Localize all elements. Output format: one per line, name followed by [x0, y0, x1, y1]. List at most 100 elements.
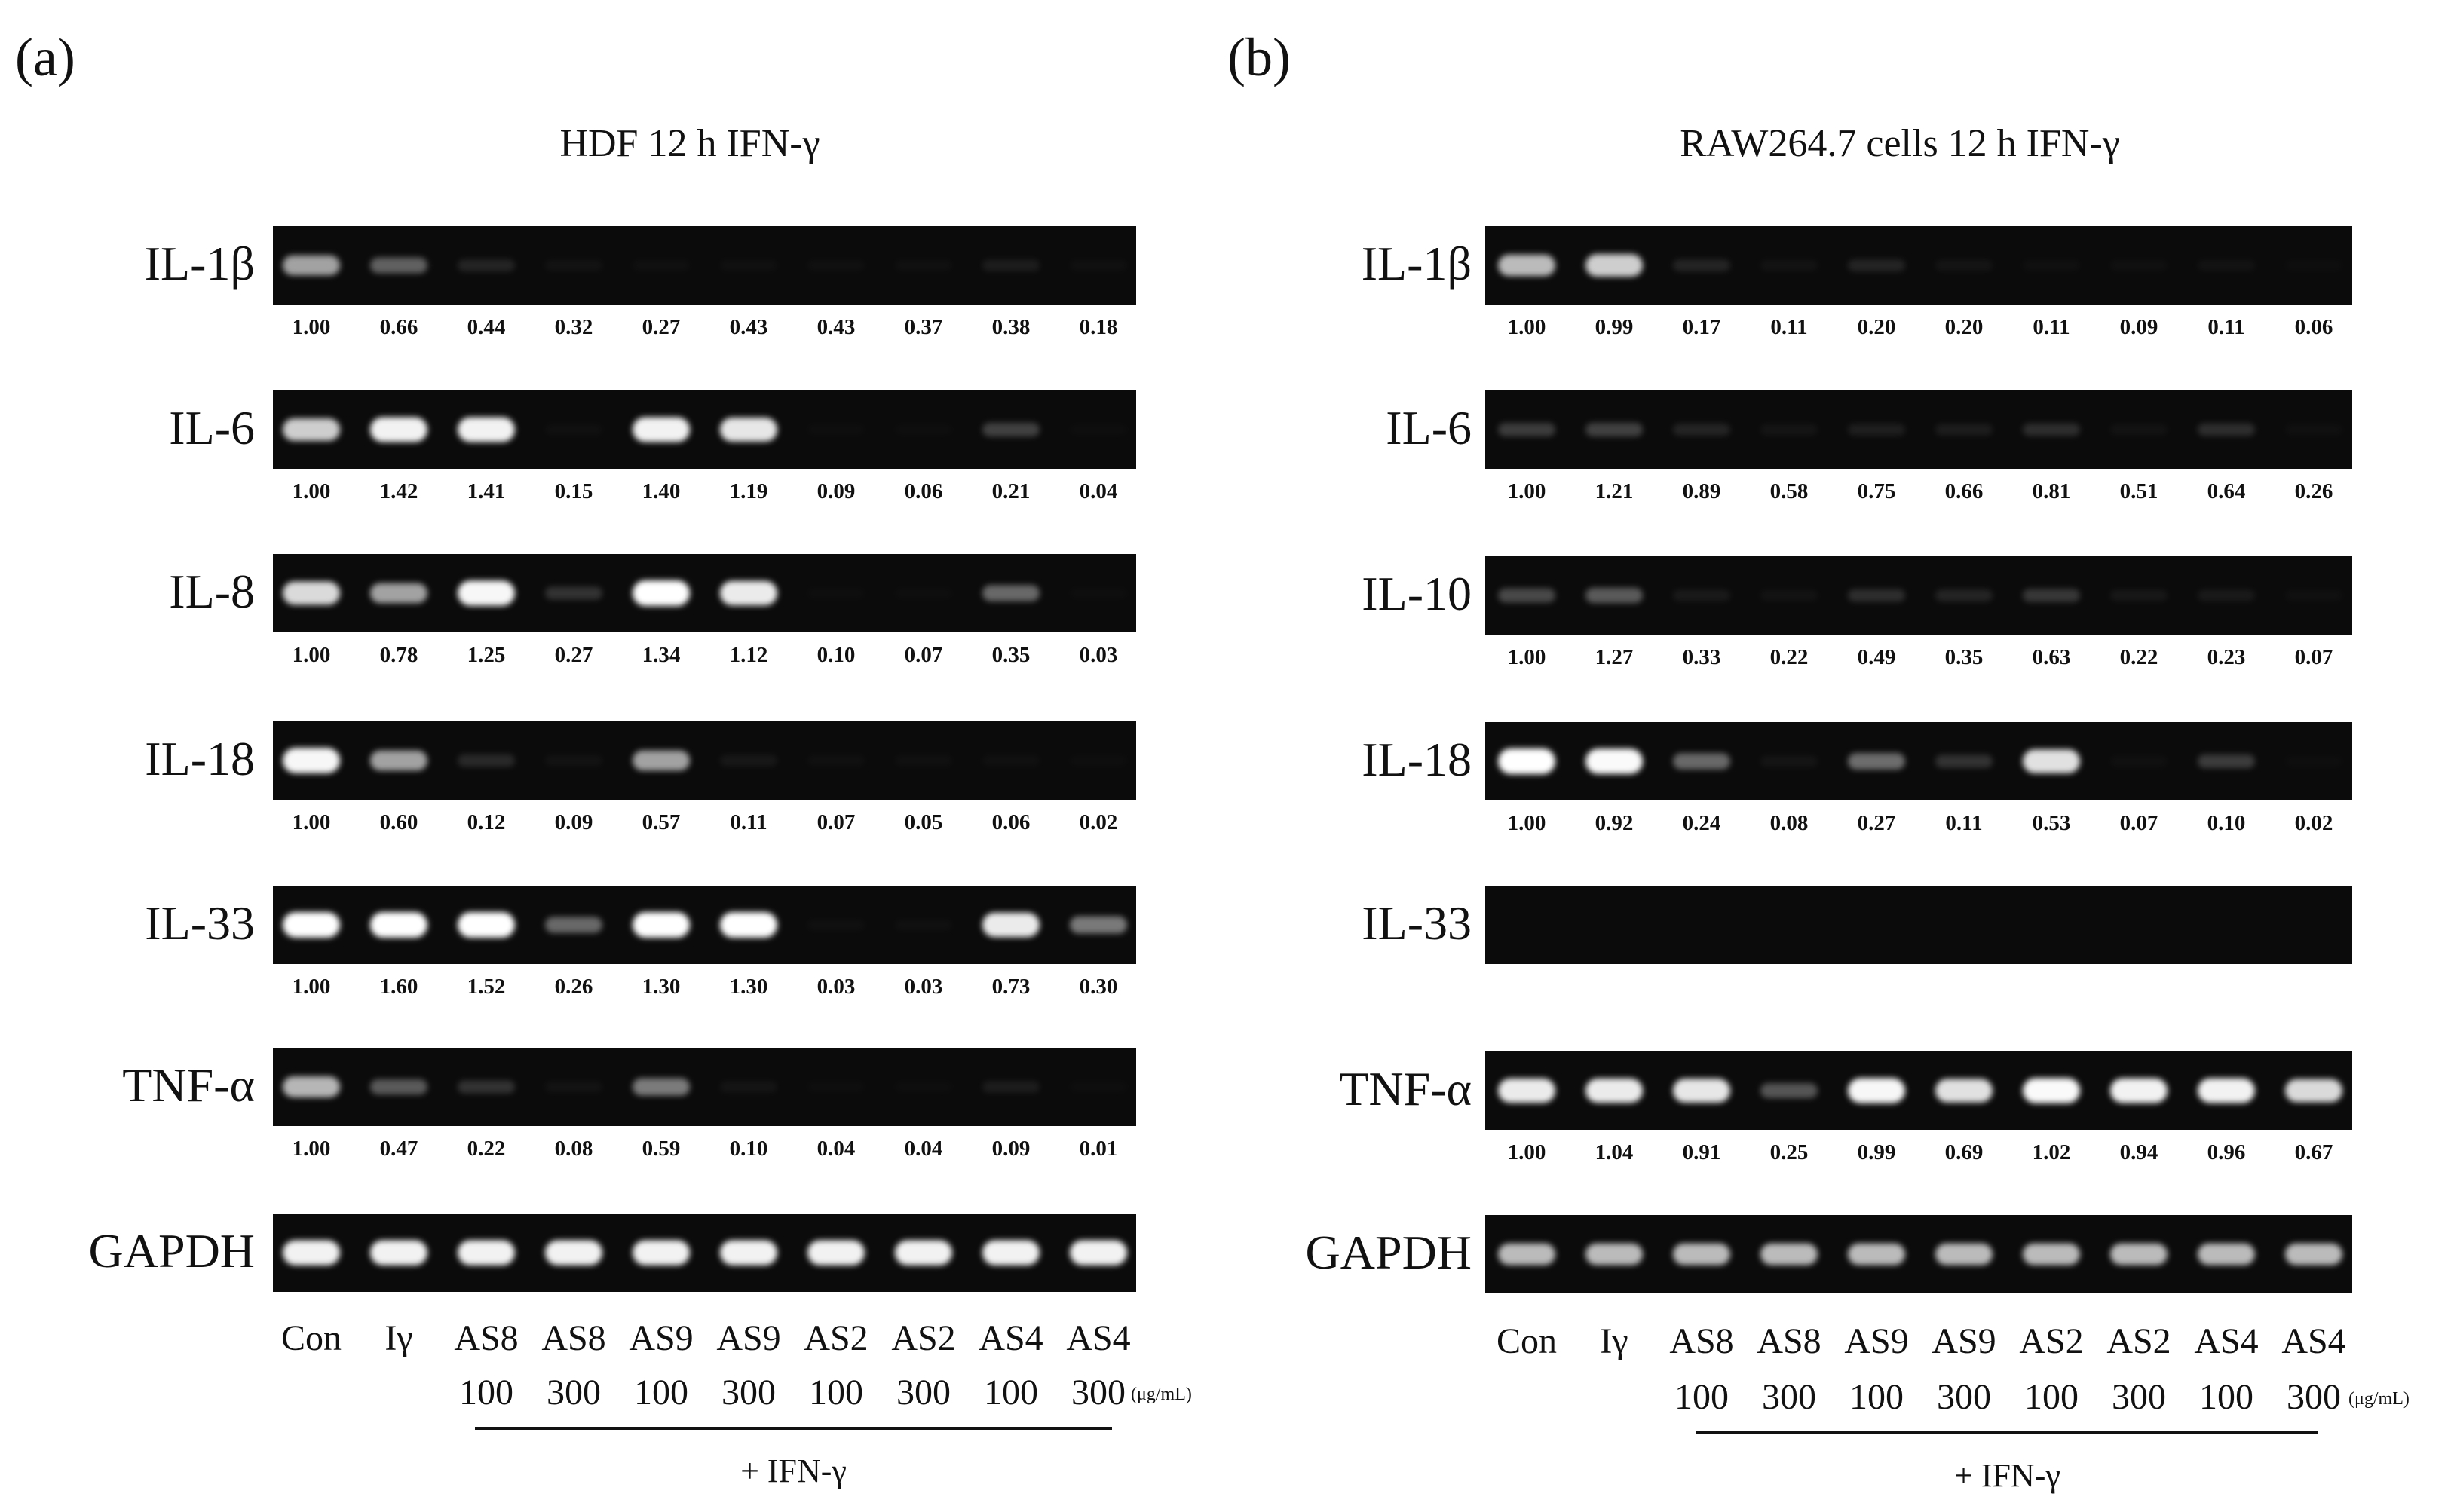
- gel-band: [720, 260, 777, 271]
- band-value: 0.30: [1079, 975, 1118, 999]
- gel-band: [1498, 1078, 1555, 1103]
- gel-band: [2023, 423, 2080, 436]
- gel-band: [982, 912, 1040, 938]
- band-value: 0.02: [2294, 811, 2333, 835]
- band-value: 1.30: [729, 975, 768, 999]
- gel-band: [458, 1240, 515, 1266]
- gel-band: [1848, 259, 1905, 271]
- gel-band: [633, 417, 690, 442]
- band-value: 0.02: [1079, 810, 1118, 834]
- gel-il10: [1485, 556, 2352, 635]
- band-value: 0.23: [2207, 645, 2246, 669]
- gel-band: [1848, 1243, 1905, 1266]
- band-value: 1.00: [292, 479, 331, 503]
- lane-label: AS4: [1066, 1318, 1131, 1358]
- band-value: 0.67: [2294, 1140, 2333, 1165]
- band-value: 1.19: [729, 479, 768, 503]
- gene-label-il6: IL-6: [1386, 401, 1472, 455]
- gel-band: [1935, 1079, 1993, 1103]
- gel-band: [1673, 424, 1730, 436]
- panel-label-a: (a): [15, 27, 75, 87]
- band-value: 1.30: [642, 975, 681, 999]
- gel-band: [982, 259, 1040, 271]
- gel-band: [458, 259, 515, 271]
- gel-band: [807, 755, 865, 766]
- band-value: 0.09: [2119, 315, 2158, 339]
- gel-band: [370, 257, 427, 274]
- lane-label: AS9: [1844, 1321, 1909, 1361]
- band-value: 0.09: [991, 1137, 1031, 1161]
- gel-band: [1498, 748, 1555, 774]
- dose-label: 100: [1849, 1377, 1904, 1417]
- gel-il6: [1485, 390, 2352, 469]
- gene-label-il6: IL-6: [169, 401, 255, 455]
- gel-band: [1070, 1082, 1127, 1092]
- dose-label: 100: [634, 1373, 688, 1413]
- band-value: 1.00: [1507, 645, 1546, 669]
- gel-band: [1498, 423, 1555, 436]
- gel-band: [370, 1240, 427, 1266]
- gel-il33: [1485, 886, 2352, 964]
- gel-band: [2110, 424, 2168, 436]
- band-value: 0.47: [379, 1137, 418, 1161]
- band-value: 0.10: [729, 1137, 768, 1161]
- gel-band: [982, 422, 1040, 437]
- gel-band: [283, 255, 340, 276]
- band-value: 0.08: [554, 1137, 593, 1161]
- dose-label: 300: [547, 1373, 601, 1413]
- band-value: 0.75: [1857, 479, 1896, 503]
- lane-label: AS9: [1932, 1321, 1996, 1361]
- gel-band: [982, 755, 1040, 766]
- gel-band: [1935, 589, 1993, 601]
- gel-band: [807, 920, 865, 930]
- band-value: 0.49: [1857, 645, 1896, 669]
- band-value: 0.12: [467, 810, 506, 834]
- lane-label: AS2: [804, 1318, 869, 1358]
- gel-band: [458, 754, 515, 767]
- gel-band: [545, 1240, 602, 1266]
- gel-band: [1070, 1240, 1127, 1266]
- band-value: 0.69: [1944, 1140, 1984, 1165]
- band-value: 0.35: [991, 643, 1031, 667]
- gel-band: [2110, 1078, 2168, 1103]
- band-value: 0.06: [2294, 315, 2333, 339]
- gel-band: [720, 1081, 777, 1093]
- gel-band: [545, 260, 602, 271]
- dose-label: 100: [2024, 1377, 2079, 1417]
- dose-label: 100: [1674, 1377, 1729, 1417]
- gel-band: [1585, 422, 1643, 437]
- lane-label: AS4: [2194, 1321, 2259, 1361]
- dose-label: 100: [2199, 1377, 2253, 1417]
- lane-label: AS2: [2019, 1321, 2084, 1361]
- panel-label-b: (b): [1227, 27, 1291, 87]
- band-value: 0.11: [1945, 811, 1983, 835]
- dose-label: 100: [984, 1373, 1038, 1413]
- gel-band: [545, 755, 602, 767]
- gel-band: [458, 1080, 515, 1094]
- gel-band: [895, 755, 952, 766]
- gel-band: [633, 580, 690, 606]
- gene-label-gapdh: GAPDH: [1305, 1226, 1472, 1279]
- gel-gapdh: [1485, 1215, 2352, 1293]
- gel-band: [1935, 424, 1993, 436]
- gel-band: [458, 912, 515, 938]
- band-value: 1.00: [1507, 479, 1546, 503]
- gel-band: [545, 1082, 602, 1093]
- gel-band: [1848, 424, 1905, 436]
- gene-label-il33: IL-33: [145, 896, 255, 950]
- gel-band: [1585, 748, 1643, 774]
- band-value: 0.10: [816, 643, 856, 667]
- gel-band: [2110, 1243, 2168, 1266]
- gel-band: [283, 418, 340, 441]
- treatment-line: [1696, 1431, 2318, 1434]
- band-value: 1.04: [1595, 1140, 1634, 1165]
- band-value: 0.60: [379, 810, 418, 834]
- gel-band: [458, 580, 515, 606]
- band-value: 0.06: [991, 810, 1031, 834]
- gel-band: [1673, 1079, 1730, 1103]
- band-value: 0.43: [729, 315, 768, 339]
- gel-band: [2285, 424, 2342, 435]
- dose-label: 300: [1762, 1377, 1816, 1417]
- band-value: 0.91: [1682, 1140, 1721, 1165]
